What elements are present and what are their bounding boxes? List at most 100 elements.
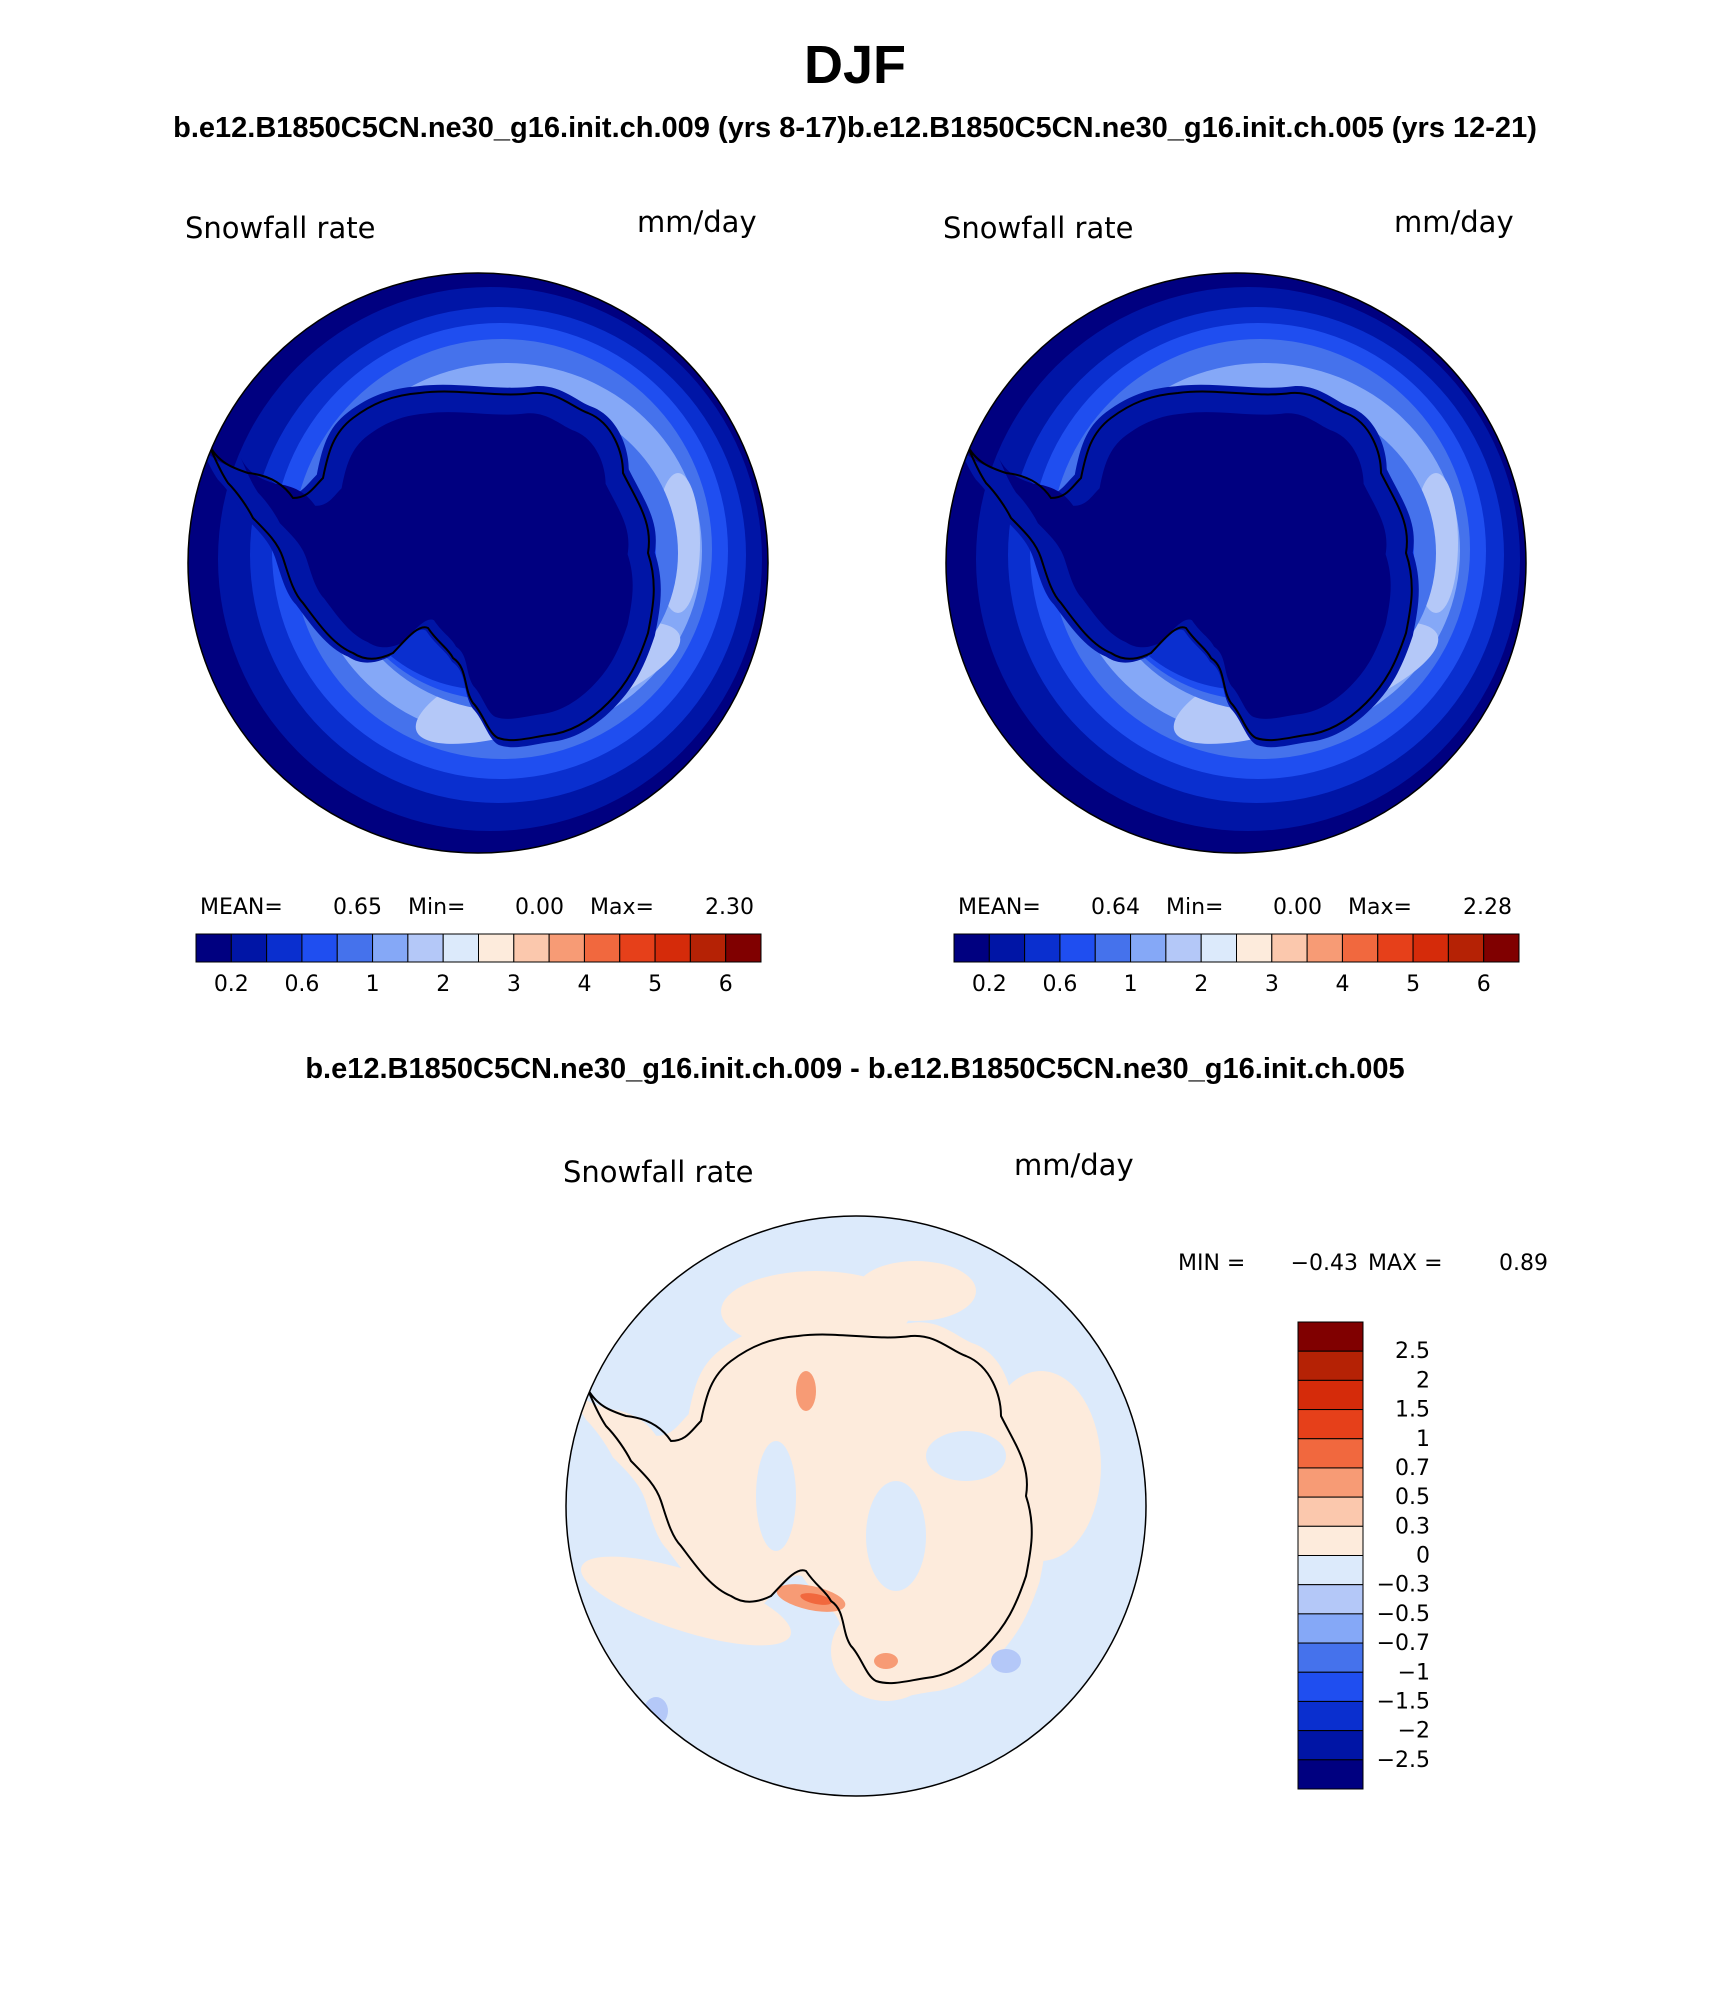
panel-b-colorbar-cell [1200,933,1237,963]
panel-a-colorbar-cell [266,933,303,963]
panel-c-colorbar-cell [1297,1584,1364,1615]
panel-c-min-label: MIN = [1178,1251,1245,1276]
panel-b-min-label: Min= [1166,895,1223,920]
field-band [926,1431,1006,1481]
panel-a-colorbar-cell [230,933,268,963]
panel-c-colorbar-cell [1297,1613,1364,1644]
field-band [580,1556,792,1646]
panel-b-title: Snowfall rate [943,211,1133,245]
panel-c-colorbar-tick: −0.5 [1377,1602,1430,1627]
panel-c-colorbar-cell [1297,1350,1364,1381]
panel-c-colorbar-tick: −2 [1398,1719,1430,1744]
panel-a-min-value: 0.00 [515,895,564,920]
panel-b-colorbar-cell [1059,933,1096,963]
panel-a-colorbar-cell [725,933,762,963]
panel-b-min-value: 0.00 [1273,895,1322,920]
panel-a-title: Snowfall rate [185,211,375,245]
panel-c-colorbar-tick: 0.5 [1395,1485,1430,1510]
panel-b-colorbar-cell [1412,933,1449,963]
panel-a-max-value: 2.30 [705,895,754,920]
panel-a-field [188,273,768,853]
panel-c-colorbar-cell [1297,1496,1364,1527]
panel-c-min-value: −0.43 [1291,1251,1358,1276]
panel-a-colorbar-cell [301,933,338,963]
panel-b-colorbar-tick: 4 [1335,972,1349,997]
field-band [866,1481,926,1591]
panel-c-colorbar-tick: 2.5 [1395,1339,1430,1364]
panel-a-colorbar-tick: 0.6 [284,972,319,997]
page-title: DJF [803,35,906,95]
run-title-left: b.e12.B1850C5CN.ne30_g16.init.ch.009 (yr… [173,112,847,144]
field-band [796,1371,816,1411]
panel-b-colorbar-cell [1236,933,1273,963]
panel-a-colorbar-cell [372,933,409,963]
panel-b-colorbar-tick: 2 [1194,972,1208,997]
panel-c-colorbar-cell [1297,1555,1364,1586]
panel-c-units: mm/day [1014,1148,1134,1182]
panel-b-colorbar-tick: 6 [1477,972,1491,997]
map-border [945,272,1527,854]
run-titles: b.e12.B1850C5CN.ne30_g16.init.ch.009 (yr… [0,112,1710,145]
panel-c-colorbar-cell [1297,1642,1364,1673]
panel-c-colorbar-tick: 0.3 [1395,1514,1430,1539]
panel-b-colorbar-cell [1447,933,1485,963]
panel-c-colorbar-tick: 0 [1416,1544,1430,1569]
map-border [565,1215,1147,1797]
panel-a-mean-label: MEAN= [200,895,283,920]
panel-a-colorbar-cell [407,933,444,963]
panel-b-colorbar-cell [1377,933,1414,963]
field-band-peak [800,1593,832,1605]
panel-c-colorbar-tick: 1 [1416,1427,1430,1452]
panel-a-colorbar-cell [478,933,515,963]
field-band-min [644,1697,668,1725]
panel-c-colorbar-cell [1297,1759,1364,1790]
panel-b-colorbar-cell [953,933,990,963]
panel-c-title: Snowfall rate [563,1155,753,1189]
panel-a-colorbar-tick: 0.2 [214,972,249,997]
panel-c-colorbar-cell [1297,1700,1364,1732]
panel-c-max-label: MAX = [1368,1251,1443,1276]
map-border [187,272,769,854]
panel-a-max-label: Max= [590,895,654,920]
panel-c-colorbar-tick: −1.5 [1377,1689,1430,1714]
panel-b-colorbar-cell [1341,933,1379,963]
panel-c-colorbar-cell [1297,1321,1364,1352]
panel-b-colorbar-cell [1094,933,1132,963]
panel-b-max-label: Max= [1348,895,1412,920]
panel-b-colorbar-tick: 1 [1124,972,1138,997]
field-band-min [991,1649,1021,1673]
difference-title: b.e12.B1850C5CN.ne30_g16.init.ch.009 - b… [305,1053,1405,1085]
panel-a-colorbar-tick: 1 [366,972,380,997]
panel-b-units: mm/day [1394,205,1514,239]
panel-b-colorbar-tick: 5 [1406,972,1420,997]
field-band [756,1441,796,1551]
panel-a-colorbar-cell [689,933,727,963]
panel-c-colorbar-cell [1297,1409,1364,1440]
panel-b-colorbar-cell [988,933,1026,963]
panel-b-colorbar-cell [1306,933,1343,963]
panel-c-colorbar-cell [1297,1671,1364,1702]
panel-a-colorbar-cell [583,933,621,963]
panel-c-colorbar-cell [1297,1467,1364,1498]
panel-c-colorbar-tick: −0.3 [1377,1573,1430,1598]
panel-c-colorbar-cell [1297,1438,1364,1469]
panel-b-colorbar-cell [1483,933,1520,963]
panel-a-colorbar-cell [654,933,691,963]
panel-a-colorbar-tick: 2 [436,972,450,997]
panel-a-colorbar-tick: 5 [648,972,662,997]
panel-c-colorbar-tick: 0.7 [1395,1456,1430,1481]
panel-a-colorbar-tick: 3 [507,972,521,997]
panel-b-max-value: 2.28 [1463,895,1512,920]
panel-c-max-value: 0.89 [1499,1251,1548,1276]
field-band [874,1653,898,1669]
panel-a-units: mm/day [637,205,757,239]
panel-b-mean-value: 0.64 [1091,895,1140,920]
panel-c-colorbar-tick: 1.5 [1395,1398,1430,1423]
panel-c-colorbar-tick: −1 [1398,1660,1430,1685]
panel-a-colorbar-cell [336,933,374,963]
panel-c-colorbar-cell [1297,1379,1364,1411]
panel-c-field [566,1216,1146,1796]
panel-b-mean-label: MEAN= [958,895,1041,920]
panel-b-colorbar-cell [1271,933,1308,963]
